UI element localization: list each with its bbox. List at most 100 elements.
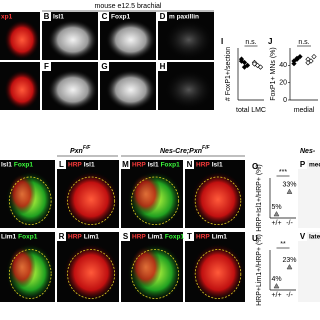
sig-label: n.s. — [245, 39, 256, 46]
panel-label: L — [59, 160, 64, 169]
y-axis-label: # FoxP1+/section — [225, 47, 232, 101]
panel-outline — [8, 176, 52, 225]
panel-label: R — [59, 232, 65, 241]
panel-signal — [191, 243, 245, 302]
panel-label: M — [122, 160, 129, 169]
panel-signal — [105, 69, 156, 110]
panel-label: P — [300, 160, 306, 169]
panel-label-box — [42, 62, 51, 71]
panel-outline — [8, 249, 52, 299]
value-label: 23% — [282, 257, 296, 264]
stain-label: med — [309, 162, 320, 169]
data-point — [257, 64, 264, 70]
sig-label: n.s. — [298, 39, 309, 46]
stain-label: HRP — [132, 162, 146, 169]
panel-image — [298, 160, 320, 228]
panel-signal — [63, 170, 119, 228]
section-sup: F/F — [202, 145, 210, 151]
data-point — [238, 58, 245, 64]
section-sup: F/F — [83, 145, 91, 151]
sig-label: ** — [280, 241, 286, 248]
panel-signal — [130, 246, 162, 288]
panel-label: G — [101, 62, 107, 71]
stain-label: Foxp1 — [14, 162, 34, 169]
data-point — [291, 60, 297, 67]
panel-signal — [163, 19, 214, 60]
stain-label: Foxp1 — [161, 162, 181, 169]
y-tick-label: 20 — [279, 80, 287, 87]
data-point — [297, 54, 303, 60]
panel-outline — [194, 176, 242, 225]
section-label: PxnF/F — [70, 145, 91, 155]
sig-label: *** — [279, 169, 287, 176]
panel-label-box — [57, 160, 66, 169]
x-tick-label: +/+ — [271, 292, 281, 299]
x-tick-label: +/+ — [271, 220, 281, 227]
stain-label: Foxp1 — [111, 14, 131, 21]
panel-signal — [4, 19, 40, 60]
data-point — [286, 188, 293, 194]
y-axis-label: HRP+Lim1+/HRP+ (%) — [256, 234, 263, 306]
stain-label: Lim1 — [212, 234, 228, 241]
panel-label-box — [298, 232, 307, 241]
panel-outline — [67, 176, 116, 225]
panel-signal — [47, 69, 98, 110]
section-base: Nes- — [300, 148, 316, 155]
data-point — [241, 64, 248, 70]
x-axis-label: medial — [294, 107, 315, 114]
stain-label: Isl1 — [1, 162, 12, 169]
panel-label-box — [100, 12, 109, 21]
data-point — [311, 54, 317, 60]
chart-label: J — [268, 37, 272, 46]
data-point — [273, 210, 280, 217]
stain-label: xp1 — [1, 14, 13, 21]
chart-label: O — [252, 162, 258, 171]
value-label: 4% — [271, 276, 281, 283]
panel-signal — [163, 69, 214, 110]
y-tick-label: 40 — [279, 62, 287, 69]
panel-label: F — [44, 62, 49, 71]
stain-label: Isl1 — [84, 162, 95, 169]
panel-label-box — [185, 160, 194, 169]
header-title: mouse e12.5 brachial — [95, 3, 162, 10]
stain-label: late — [309, 234, 320, 241]
data-point — [286, 263, 293, 270]
panel-label: C — [102, 12, 108, 21]
panel-label: S — [123, 232, 129, 241]
data-point — [294, 56, 300, 62]
value-label: 33% — [282, 181, 296, 188]
panel-label-box — [185, 232, 194, 241]
data-point — [251, 61, 258, 67]
panel-label: B — [44, 12, 50, 21]
stain-label: Foxp1 — [165, 234, 185, 241]
stain-label: Isl1 — [53, 14, 64, 21]
panel-label: D — [160, 12, 166, 21]
panel-signal — [130, 173, 162, 215]
panel-outline — [67, 249, 116, 299]
panel-signal — [8, 246, 36, 288]
panel-label-box — [57, 232, 66, 241]
stain-label: Isl1 — [212, 162, 223, 169]
panel-outline — [194, 249, 242, 299]
panel-outline — [131, 249, 180, 299]
panel-label: T — [187, 232, 192, 241]
panel-signal — [105, 19, 156, 60]
section-label: Nes- — [300, 148, 316, 155]
panel-label-box — [158, 62, 167, 71]
stain-label: m paxillin — [169, 14, 199, 21]
panel-label-box — [158, 12, 167, 21]
panel-label-box — [100, 62, 109, 71]
value-label: 5% — [271, 204, 281, 211]
stain-label: Isl1 — [148, 162, 159, 169]
panel-label: V — [300, 232, 306, 241]
chart-label: U — [252, 234, 258, 243]
data-point — [273, 282, 280, 289]
x-tick-label: -/- — [286, 220, 293, 227]
panel-label: H — [160, 62, 166, 71]
panel-label-box — [42, 12, 51, 21]
panel-image — [298, 232, 320, 302]
panel-signal — [47, 19, 98, 60]
y-axis-label: HRP+Isl1+/HRP+ (%) — [256, 164, 263, 232]
